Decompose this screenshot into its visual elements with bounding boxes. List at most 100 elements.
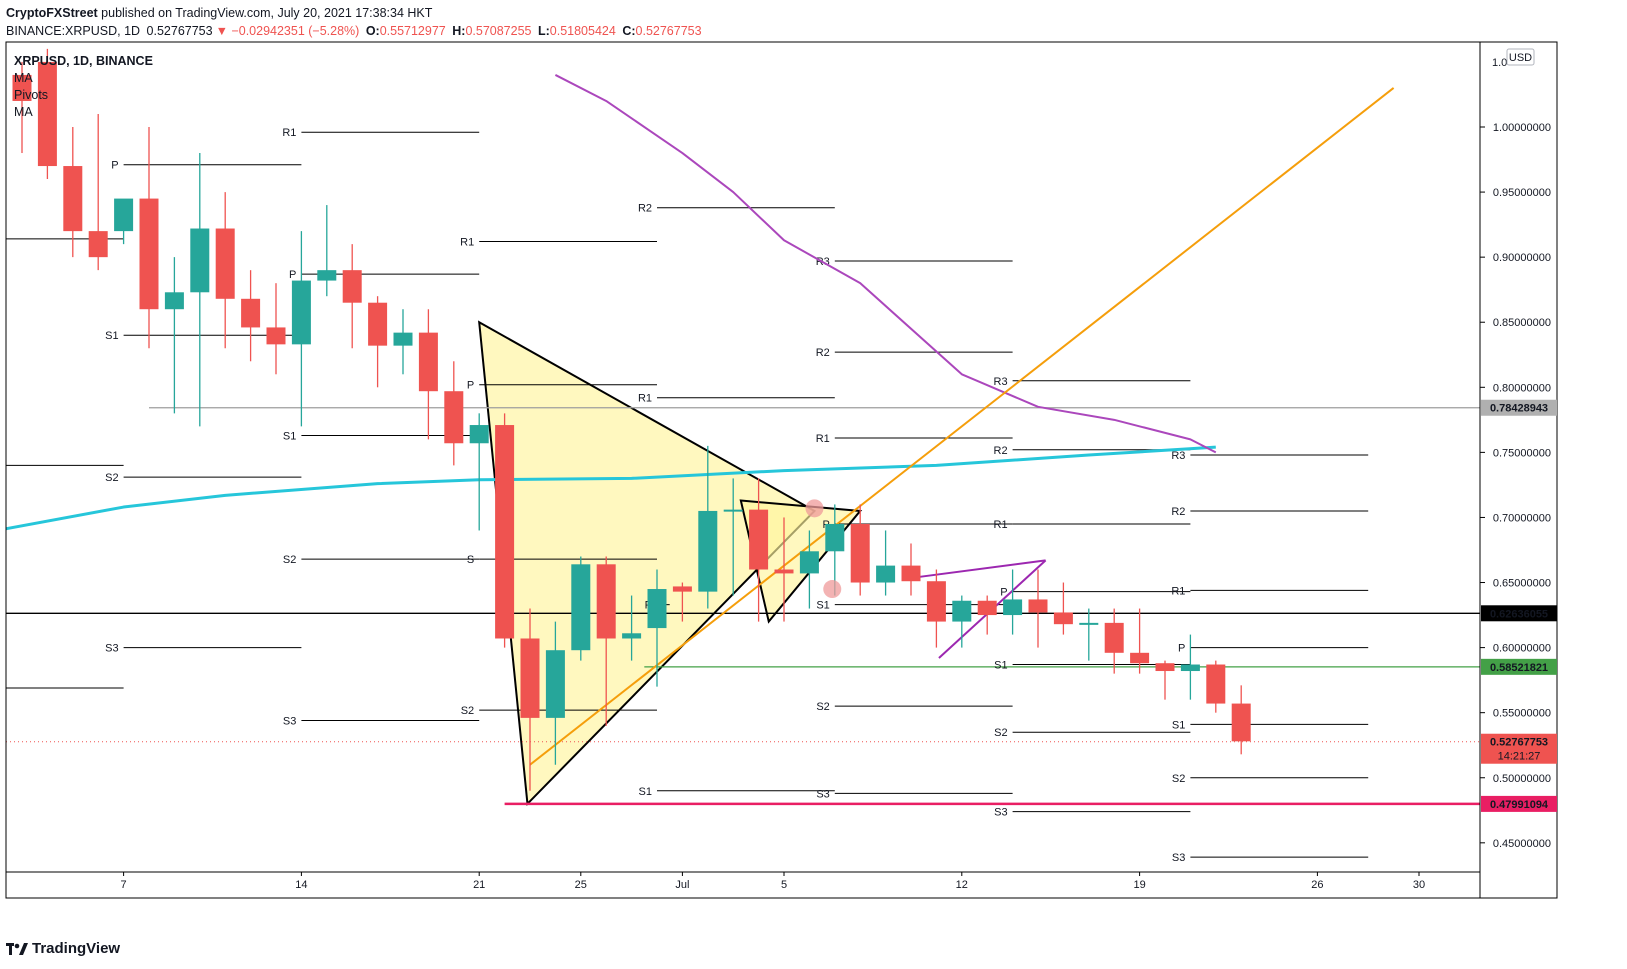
- candle[interactable]: [393, 309, 413, 375]
- candle-body[interactable]: [1180, 664, 1200, 672]
- candle[interactable]: [952, 595, 972, 648]
- candle[interactable]: [63, 127, 83, 258]
- plot-area[interactable]: P S1 S2 S3 R1 P S1 S2 S3 R2 R1 P S P S2 R2 R1 S1 R3 R2 R1 P S1…: [0, 18, 1480, 864]
- candle-body[interactable]: [368, 302, 388, 346]
- candle[interactable]: [1003, 569, 1023, 635]
- candle[interactable]: [723, 478, 743, 596]
- candle[interactable]: [139, 127, 159, 349]
- candle-body[interactable]: [774, 569, 794, 574]
- candle-body[interactable]: [1079, 622, 1099, 625]
- candle-body[interactable]: [850, 523, 870, 583]
- candle-body[interactable]: [952, 600, 972, 622]
- candle[interactable]: [1053, 582, 1073, 635]
- candle-body[interactable]: [596, 564, 616, 639]
- candle[interactable]: [1079, 608, 1099, 661]
- candle-body[interactable]: [495, 425, 515, 639]
- candle-body[interactable]: [799, 551, 819, 574]
- candle[interactable]: [672, 582, 692, 622]
- candle[interactable]: [825, 504, 845, 596]
- candle-body[interactable]: [342, 270, 362, 303]
- candle-body[interactable]: [1155, 663, 1175, 672]
- candle-body[interactable]: [266, 327, 286, 345]
- candle-body[interactable]: [1206, 664, 1226, 704]
- candle[interactable]: [469, 413, 489, 531]
- candle[interactable]: [190, 153, 210, 427]
- circle-marker[interactable]: [805, 499, 824, 518]
- time-axis[interactable]: 7 14 21 25 Jul 5 12 19 26 30: [121, 872, 1426, 891]
- candle-body[interactable]: [698, 510, 718, 592]
- candle-body[interactable]: [1104, 622, 1124, 653]
- candle[interactable]: [342, 244, 362, 349]
- candle-body[interactable]: [876, 565, 896, 583]
- candle[interactable]: [799, 530, 819, 609]
- candle[interactable]: [317, 205, 337, 297]
- candle[interactable]: [37, 48, 57, 180]
- candle-body[interactable]: [622, 633, 642, 639]
- circle-marker[interactable]: [823, 580, 842, 599]
- candle[interactable]: [12, 61, 32, 154]
- candle[interactable]: [698, 445, 718, 609]
- candle-body[interactable]: [1028, 599, 1048, 613]
- candle-body[interactable]: [926, 581, 946, 622]
- candle-body[interactable]: [444, 391, 464, 444]
- candle[interactable]: [749, 478, 769, 622]
- candle[interactable]: [88, 113, 108, 271]
- candle[interactable]: [977, 595, 997, 635]
- candle-body[interactable]: [241, 298, 261, 328]
- candle-body[interactable]: [164, 292, 184, 310]
- candle[interactable]: [495, 413, 515, 648]
- candle-body[interactable]: [1003, 599, 1023, 616]
- candle-body[interactable]: [139, 198, 159, 310]
- price-axis[interactable]: 1.00000000 0.95000000 0.90000000 0.85000000…: [1480, 48, 1557, 850]
- candle[interactable]: [1155, 660, 1175, 700]
- candle-body[interactable]: [418, 332, 438, 392]
- candle-body[interactable]: [469, 425, 489, 444]
- candle[interactable]: [1028, 569, 1048, 648]
- candle[interactable]: [647, 569, 667, 687]
- candle[interactable]: [164, 257, 184, 414]
- candle-body[interactable]: [317, 270, 337, 281]
- candle-body[interactable]: [977, 600, 997, 616]
- candle[interactable]: [114, 198, 134, 245]
- moving-average-slow[interactable]: [554, 74, 1217, 454]
- candle[interactable]: [876, 530, 896, 596]
- candle[interactable]: [1231, 685, 1251, 755]
- candle[interactable]: [368, 296, 388, 388]
- candle[interactable]: [215, 192, 235, 349]
- candle[interactable]: [291, 231, 311, 427]
- candle-body[interactable]: [545, 650, 565, 718]
- candle-body[interactable]: [571, 564, 591, 651]
- candle-body[interactable]: [37, 61, 57, 167]
- candle[interactable]: [850, 504, 870, 596]
- candle-body[interactable]: [520, 638, 540, 718]
- candle-body[interactable]: [215, 228, 235, 299]
- candle-body[interactable]: [88, 231, 108, 258]
- legend-ma-1[interactable]: MA: [14, 71, 33, 85]
- candle[interactable]: [774, 517, 794, 622]
- candle[interactable]: [622, 595, 642, 661]
- candle[interactable]: [1180, 634, 1200, 700]
- candle-body[interactable]: [825, 523, 845, 552]
- candle[interactable]: [418, 309, 438, 440]
- candle[interactable]: [444, 361, 464, 466]
- candle-body[interactable]: [12, 74, 32, 101]
- candle[interactable]: [596, 556, 616, 726]
- candle-body[interactable]: [901, 565, 921, 582]
- candle[interactable]: [1130, 608, 1150, 674]
- candle[interactable]: [901, 543, 921, 596]
- candle[interactable]: [545, 621, 565, 765]
- candle-body[interactable]: [1231, 703, 1251, 742]
- candle[interactable]: [520, 608, 540, 791]
- legend-ma-2[interactable]: MA: [14, 105, 33, 119]
- candle[interactable]: [266, 283, 286, 375]
- wedge-upper-line[interactable]: [915, 559, 1046, 579]
- candle-body[interactable]: [393, 332, 413, 346]
- legend-symbol[interactable]: XRPUSD, 1D, BINANCE: [14, 54, 153, 68]
- candle[interactable]: [241, 270, 261, 362]
- candle-body[interactable]: [190, 228, 210, 293]
- candle-body[interactable]: [63, 166, 83, 232]
- candle[interactable]: [926, 569, 946, 648]
- currency-box[interactable]: [1506, 48, 1535, 66]
- ascending-trendline[interactable]: [529, 87, 1395, 766]
- candle-body[interactable]: [723, 509, 743, 512]
